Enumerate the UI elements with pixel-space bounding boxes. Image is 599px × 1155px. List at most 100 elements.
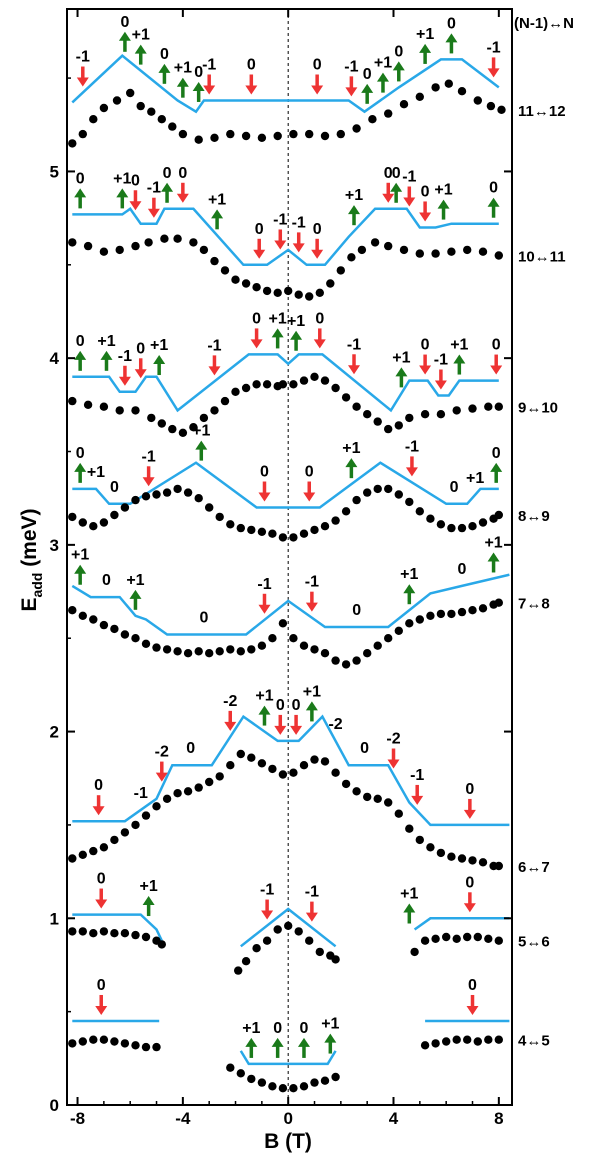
data-point bbox=[494, 861, 503, 871]
spin-label: 0 bbox=[97, 977, 106, 994]
data-point bbox=[405, 619, 414, 628]
down-arrow-head bbox=[313, 339, 326, 349]
x-tick-label: 8 bbox=[494, 1109, 503, 1128]
data-point bbox=[320, 376, 330, 385]
data-point bbox=[68, 927, 77, 936]
data-point bbox=[89, 615, 98, 624]
data-point bbox=[115, 406, 124, 415]
data-point bbox=[457, 87, 467, 96]
y-axis-title-unit: (meV) bbox=[18, 508, 41, 572]
spin-label: 0 bbox=[421, 337, 430, 354]
spin-label: -1 bbox=[273, 211, 287, 228]
up-arrow-head bbox=[361, 83, 374, 93]
down-arrow-head bbox=[419, 212, 432, 222]
down-arrow-head bbox=[466, 1005, 479, 1015]
spin-label: +1 bbox=[255, 688, 273, 705]
data-point bbox=[236, 749, 245, 759]
down-arrow-head bbox=[224, 721, 237, 731]
data-point bbox=[89, 929, 98, 938]
transition-label: 5↔6 bbox=[518, 934, 550, 951]
data-point bbox=[442, 1037, 451, 1046]
data-point bbox=[99, 518, 109, 527]
data-point bbox=[110, 835, 119, 845]
down-arrow-head bbox=[490, 365, 503, 375]
data-point bbox=[478, 604, 488, 613]
spin-label: 0 bbox=[300, 1020, 309, 1037]
data-point bbox=[157, 115, 166, 124]
data-point bbox=[141, 492, 151, 501]
data-point bbox=[199, 413, 209, 423]
data-point bbox=[131, 1041, 140, 1050]
data-point bbox=[205, 649, 214, 658]
spin-label: +1 bbox=[242, 1020, 260, 1037]
data-point bbox=[241, 383, 251, 393]
spin-label: 0 bbox=[360, 740, 369, 757]
y-tick-label: 5 bbox=[50, 162, 59, 181]
theory-curves bbox=[71, 54, 510, 1066]
data-point bbox=[262, 286, 272, 296]
data-point bbox=[205, 503, 214, 512]
data-point bbox=[363, 410, 372, 419]
data-point bbox=[257, 641, 267, 650]
data-point bbox=[194, 783, 203, 792]
up-arrow-head bbox=[271, 328, 284, 338]
spin-label: 0 bbox=[468, 977, 477, 994]
data-point bbox=[157, 419, 166, 428]
data-point bbox=[189, 423, 198, 432]
data-point bbox=[247, 1074, 256, 1084]
data-point bbox=[468, 856, 477, 865]
up-arrow-head bbox=[116, 188, 129, 198]
theory-curve bbox=[71, 573, 510, 636]
theory-curve bbox=[72, 714, 510, 827]
spin-label: -1 bbox=[142, 448, 156, 465]
theory-curve bbox=[71, 54, 500, 114]
spin-label: -1 bbox=[147, 180, 161, 197]
data-point bbox=[194, 494, 203, 503]
data-point bbox=[468, 404, 477, 413]
data-point bbox=[141, 639, 151, 648]
data-point bbox=[115, 245, 124, 255]
spin-label: 0 bbox=[252, 310, 261, 327]
data-point bbox=[444, 79, 453, 88]
data-point bbox=[420, 1041, 430, 1050]
data-point bbox=[78, 611, 88, 620]
data-point bbox=[426, 514, 435, 523]
data-point bbox=[252, 283, 261, 292]
spin-label: +1 bbox=[269, 310, 287, 327]
down-arrow-head bbox=[290, 725, 303, 735]
spin-label: 0 bbox=[136, 340, 145, 357]
up-arrow-head bbox=[100, 350, 113, 360]
data-point bbox=[273, 131, 282, 141]
spin-label: 0 bbox=[421, 183, 430, 200]
spin-label: 0 bbox=[131, 172, 140, 189]
data-point bbox=[484, 934, 493, 943]
data-point bbox=[152, 1042, 161, 1052]
data-point bbox=[494, 251, 503, 260]
data-point bbox=[257, 1078, 267, 1087]
data-point bbox=[141, 1042, 151, 1052]
data-point bbox=[347, 253, 356, 262]
spin-label: +1 bbox=[392, 349, 410, 366]
data-point bbox=[226, 129, 235, 139]
data-point bbox=[426, 843, 435, 852]
spin-label: 0 bbox=[194, 64, 203, 81]
data-point bbox=[320, 1076, 330, 1085]
x-tick-label: -4 bbox=[175, 1109, 191, 1128]
spin-label: 0 bbox=[76, 333, 85, 350]
down-arrow-head bbox=[176, 193, 189, 203]
x-axis-title: B (T) bbox=[264, 1130, 312, 1153]
data-point bbox=[394, 809, 403, 818]
data-point bbox=[415, 507, 424, 516]
down-arrow-head bbox=[274, 240, 287, 250]
down-arrow-head bbox=[258, 604, 271, 614]
up-arrow-head bbox=[74, 188, 87, 198]
data-point bbox=[136, 101, 145, 111]
up-arrow-head bbox=[324, 1033, 337, 1043]
data-point bbox=[99, 103, 109, 113]
spin-label: +1 bbox=[140, 878, 158, 895]
data-point bbox=[373, 484, 382, 494]
data-point bbox=[236, 647, 245, 656]
y-tick-label: 4 bbox=[50, 349, 60, 368]
data-point bbox=[83, 400, 93, 409]
spin-label: -1 bbox=[76, 49, 90, 66]
